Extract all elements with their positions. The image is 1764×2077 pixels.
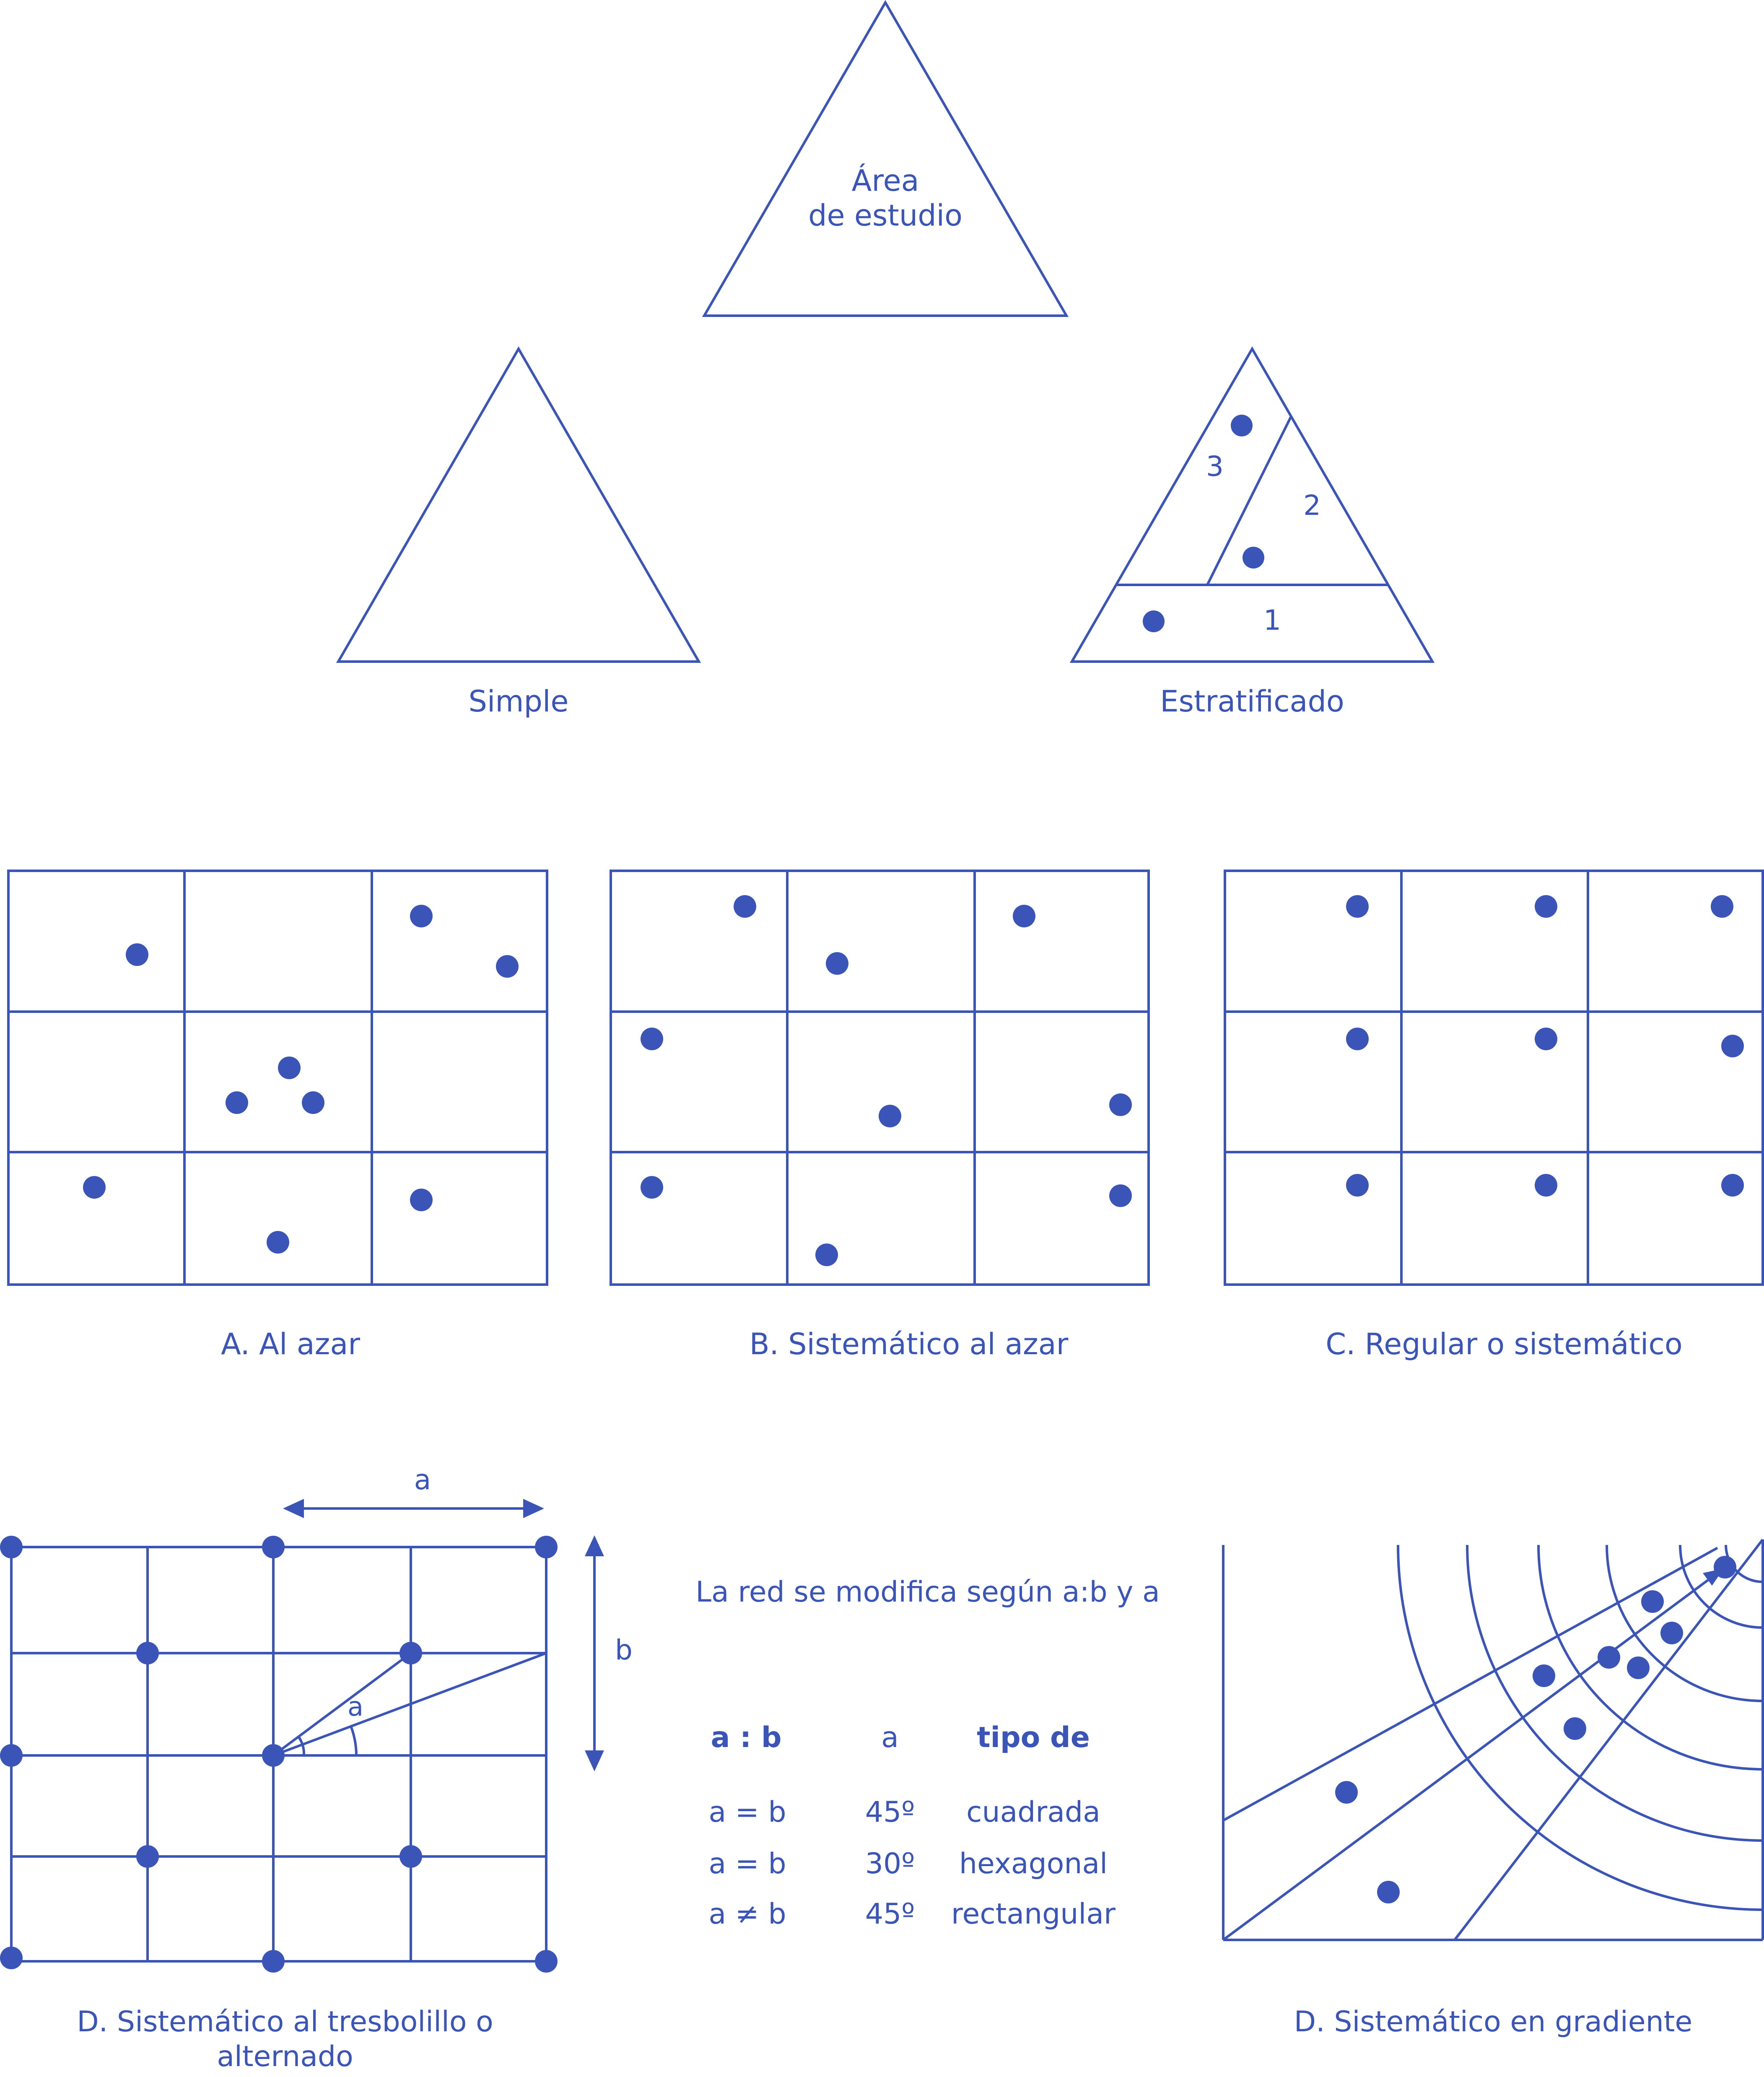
sample-point [1335, 1781, 1358, 1804]
sample-point [1013, 905, 1035, 927]
sample-point [1627, 1656, 1650, 1679]
sample-point [1714, 1556, 1736, 1579]
staggered-sampling-label-line2: alternado [217, 2040, 353, 2073]
sample-point [1598, 1646, 1620, 1669]
gradient-sampling-label: D. Sistemático en gradiente [1294, 2005, 1692, 2038]
sample-point [1109, 1093, 1132, 1116]
random-sampling-label: A. Al azar [221, 1327, 360, 1361]
regular-sampling-grid: C. Regular o sistemático [1224, 870, 1764, 1361]
sample-point [1346, 1174, 1369, 1197]
sample-point [0, 1744, 23, 1767]
table-cell: 45º [865, 1796, 915, 1829]
sample-point [1533, 1664, 1555, 1687]
sample-point [826, 952, 848, 975]
table-cell: cuadrada [966, 1796, 1100, 1829]
stratum-1-label: 1 [1263, 604, 1281, 636]
stratum-3-sample-point [1231, 415, 1253, 436]
staggered-sampling-grid: a a b D. Sistemático al tresbolillo o al… [0, 1464, 633, 2073]
sample-point [226, 1091, 248, 1114]
sample-point [535, 1536, 558, 1558]
table-cell: a = b [708, 1847, 786, 1880]
sample-point [1535, 895, 1557, 918]
staggered-sampling-label-line1: D. Sistemático al tresbolillo o [77, 2005, 493, 2038]
dimension-a-arrow [283, 1499, 544, 1518]
sample-point [136, 1642, 159, 1664]
gradient-sampling-diagram: D. Sistemático en gradiente [1222, 1539, 1764, 2038]
sample-point [641, 1176, 663, 1199]
network-table-intro: La red se modifica según a:b y a [695, 1576, 1160, 1609]
stratum-3-label: 3 [1206, 450, 1224, 483]
sample-point [278, 1057, 301, 1079]
sample-point [410, 1189, 433, 1211]
simple-sampling-triangle: Simple [336, 346, 701, 719]
simple-sampling-label: Simple [468, 684, 568, 719]
sample-point [0, 1536, 23, 1558]
sample-point [1535, 1028, 1557, 1050]
sample-point [1346, 1028, 1369, 1050]
sample-point [1535, 1174, 1557, 1197]
table-cell: hexagonal [959, 1847, 1108, 1880]
systematic-random-sampling-grid: B. Sistemático al azar [610, 870, 1150, 1361]
stratified-sampling-label: Estratificado [1160, 684, 1344, 719]
sample-point [879, 1105, 901, 1127]
sample-point [0, 1947, 23, 1969]
study-area-triangle: Área de estudio [702, 0, 1069, 317]
table-cell: rectangular [951, 1898, 1115, 1931]
sample-point [126, 943, 148, 966]
sample-point [641, 1028, 663, 1050]
sample-point [1377, 1881, 1400, 1903]
regular-sampling-label: C. Regular o sistemático [1326, 1327, 1682, 1361]
table-cell: 45º [865, 1898, 915, 1931]
study-area-label-line2: de estudio [808, 198, 962, 233]
table-header-type: tipo de [977, 1721, 1090, 1754]
network-type-table: La red se modifica según a:b y a a : b a… [695, 1576, 1160, 1931]
sample-point [1721, 1035, 1744, 1057]
stratum-2-label: 2 [1303, 489, 1321, 522]
angle-label: a [348, 1691, 363, 1722]
sample-point [815, 1244, 838, 1266]
random-sampling-grid: A. Al azar [7, 870, 548, 1361]
dimension-b-arrow [585, 1535, 604, 1771]
sample-point [1564, 1717, 1586, 1740]
sample-point [1721, 1174, 1744, 1197]
sample-point [1109, 1184, 1132, 1207]
sample-point [267, 1231, 289, 1254]
sample-point [399, 1845, 422, 1868]
sample-point [1346, 895, 1369, 918]
sample-point [302, 1091, 324, 1114]
sample-point [535, 1950, 558, 1973]
table-cell: a ≠ b [708, 1898, 786, 1931]
stratified-sampling-triangle: 1 2 3 Estratificado [1069, 346, 1435, 719]
dimension-a-label: a [414, 1464, 431, 1496]
sample-point [399, 1642, 422, 1664]
table-header-ratio: a : b [711, 1721, 781, 1754]
sample-point [410, 905, 433, 927]
sample-point [262, 1536, 285, 1558]
table-cell: 30º [865, 1847, 915, 1880]
study-area-label-line1: Área [851, 164, 919, 198]
sample-point [496, 955, 519, 978]
sample-point [83, 1176, 106, 1199]
dimension-b-label: b [615, 1634, 633, 1666]
stratum-1-sample-point [1143, 610, 1165, 632]
sample-point [1711, 895, 1733, 918]
sample-point [1641, 1590, 1664, 1613]
table-cell: a = b [708, 1796, 786, 1829]
stratum-2-sample-point [1243, 547, 1264, 569]
sample-point [734, 895, 756, 918]
table-header-angle: a [881, 1721, 899, 1754]
systematic-random-sampling-label: B. Sistemático al azar [750, 1327, 1069, 1361]
sample-point [262, 1950, 285, 1973]
sample-point [136, 1845, 159, 1868]
sample-point [262, 1744, 285, 1767]
sample-point [1660, 1622, 1683, 1644]
